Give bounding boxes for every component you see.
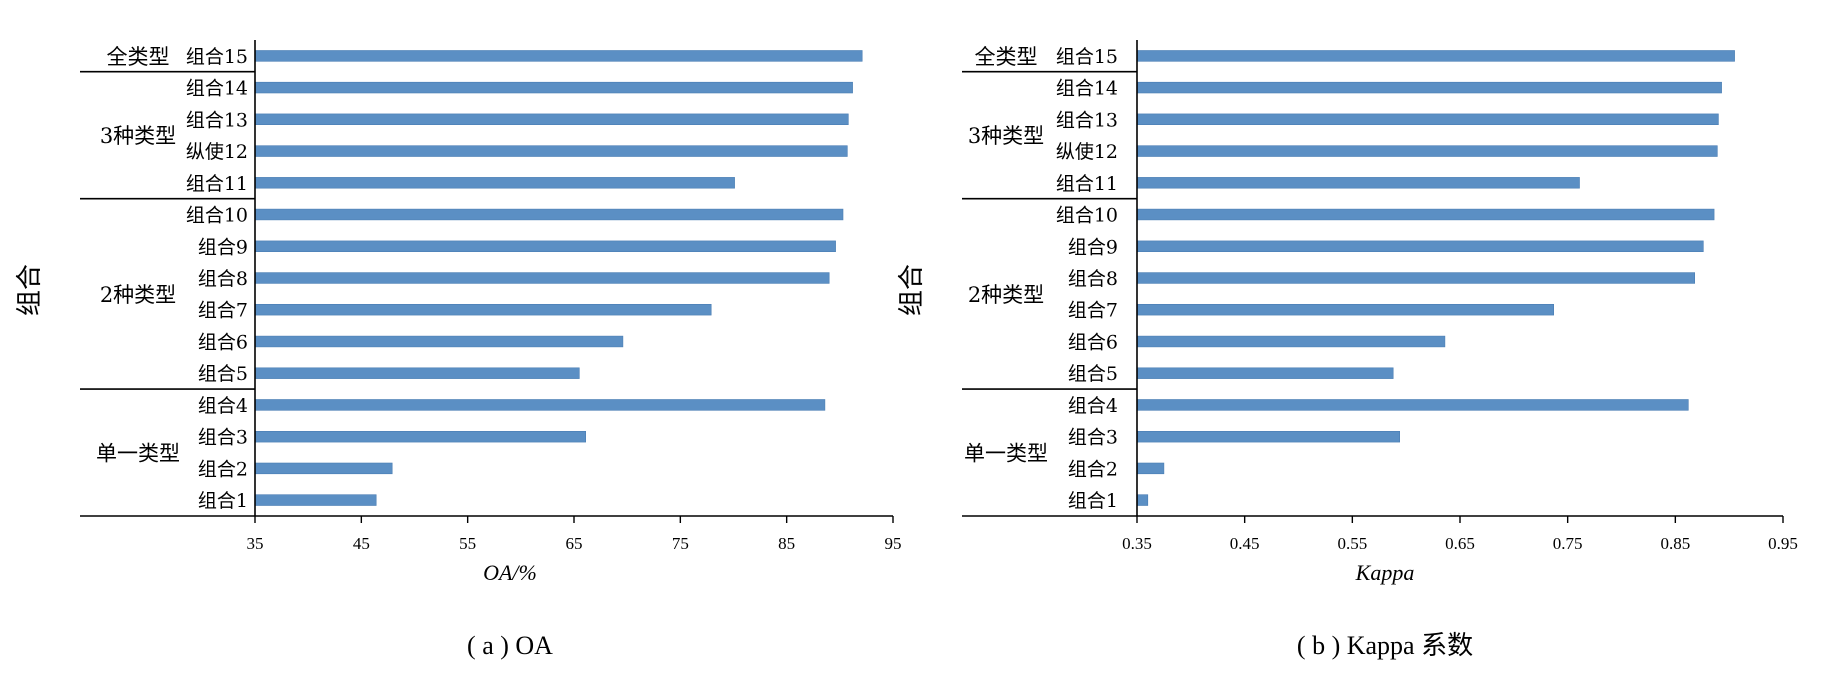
category-label: 组合13 bbox=[186, 109, 248, 131]
bar-4 bbox=[1136, 399, 1689, 411]
bar-5 bbox=[254, 367, 580, 379]
bar-12 bbox=[1136, 145, 1718, 157]
bar-11 bbox=[254, 177, 735, 189]
x-tick-label: 0.95 bbox=[1768, 534, 1798, 553]
x-axis-title: Kappa bbox=[1355, 560, 1415, 585]
category-label: 组合6 bbox=[1068, 332, 1118, 354]
group-label: 2种类型 bbox=[100, 283, 176, 307]
bar-1 bbox=[1136, 494, 1149, 506]
bar-6 bbox=[1136, 335, 1446, 348]
bar-8 bbox=[254, 272, 830, 284]
bar-14 bbox=[254, 81, 853, 94]
bar-14 bbox=[1136, 81, 1722, 94]
bar-3 bbox=[254, 430, 587, 443]
category-label: 组合3 bbox=[1068, 427, 1118, 449]
bar-12 bbox=[254, 145, 848, 157]
category-label: 组合11 bbox=[1056, 173, 1118, 195]
x-tick-label: 35 bbox=[247, 534, 264, 553]
category-label: 组合5 bbox=[198, 363, 248, 385]
category-label: 组合1 bbox=[1068, 490, 1118, 512]
x-tick-label: 0.45 bbox=[1230, 534, 1260, 553]
category-label: 组合8 bbox=[198, 268, 248, 290]
bar-7 bbox=[1136, 303, 1555, 316]
bar-3 bbox=[1136, 430, 1401, 443]
x-tick-label: 75 bbox=[672, 534, 689, 553]
bar-10 bbox=[1136, 208, 1715, 221]
category-label: 组合2 bbox=[198, 458, 248, 480]
x-tick-label: 0.85 bbox=[1660, 534, 1690, 553]
category-label: 组合6 bbox=[198, 332, 248, 354]
category-label: 组合2 bbox=[1068, 458, 1118, 480]
category-label: 组合5 bbox=[1068, 363, 1118, 385]
y-axis-title: 组合 bbox=[897, 264, 927, 316]
bar-2 bbox=[254, 462, 393, 475]
bar-9 bbox=[254, 240, 836, 252]
category-label: 组合9 bbox=[1068, 236, 1118, 258]
group-label: 全类型 bbox=[975, 45, 1038, 69]
group-label: 3种类型 bbox=[968, 124, 1044, 148]
category-label: 组合15 bbox=[186, 46, 248, 68]
x-axis-title: OA/% bbox=[483, 560, 537, 585]
category-label: 组合4 bbox=[1068, 395, 1118, 417]
x-tick-label: 85 bbox=[778, 534, 795, 553]
category-label: 组合9 bbox=[198, 236, 248, 258]
bar-13 bbox=[254, 113, 849, 126]
category-label: 组合7 bbox=[198, 300, 248, 322]
bar-15 bbox=[254, 50, 863, 62]
y-axis-title: 组合 bbox=[15, 264, 45, 316]
x-tick-label: 95 bbox=[885, 534, 902, 553]
bar-9 bbox=[1136, 240, 1704, 252]
bar-13 bbox=[1136, 113, 1719, 126]
category-label: 组合7 bbox=[1068, 300, 1118, 322]
x-tick-label: 55 bbox=[459, 534, 476, 553]
group-label: 单一类型 bbox=[96, 442, 180, 466]
category-label: 组合14 bbox=[186, 78, 248, 100]
panel-caption: ( a ) OA bbox=[467, 631, 553, 660]
panel-caption: ( b ) Kappa 系数 bbox=[1297, 631, 1473, 660]
bar-8 bbox=[1136, 272, 1696, 284]
category-label: 组合8 bbox=[1068, 268, 1118, 290]
bar-1 bbox=[254, 494, 377, 506]
category-label: 纵使12 bbox=[1056, 141, 1118, 163]
x-tick-label: 65 bbox=[566, 534, 583, 553]
group-label: 全类型 bbox=[107, 45, 170, 69]
category-label: 组合14 bbox=[1056, 78, 1118, 100]
bar-2 bbox=[1136, 462, 1165, 475]
x-tick-label: 0.55 bbox=[1337, 534, 1367, 553]
panel-oa: 组合1 组合2 组合3 组合4 组合5 组合6 组合7 组合8 组合9 组合10 组合11 纵使12 组… bbox=[15, 40, 902, 660]
category-label: 组合10 bbox=[186, 205, 248, 227]
category-label: 组合11 bbox=[186, 173, 248, 195]
category-label: 组合4 bbox=[198, 395, 248, 417]
category-label: 组合1 bbox=[198, 490, 248, 512]
category-label: 纵使12 bbox=[186, 141, 248, 163]
bar-15 bbox=[1136, 50, 1735, 62]
bar-6 bbox=[254, 335, 624, 348]
bar-11 bbox=[1136, 177, 1580, 189]
category-label: 组合15 bbox=[1056, 46, 1118, 68]
panel-kappa: 组合1 组合2 组合3 组合4 组合5 组合6 组合7 组合8 组合9 组合10 组合11 纵使12 组… bbox=[897, 40, 1798, 660]
bar-7 bbox=[254, 303, 712, 316]
bar-5 bbox=[1136, 367, 1394, 379]
group-label: 2种类型 bbox=[968, 283, 1044, 307]
group-label: 3种类型 bbox=[100, 124, 176, 148]
category-label: 组合13 bbox=[1056, 109, 1118, 131]
x-tick-label: 0.35 bbox=[1122, 534, 1152, 553]
x-tick-label: 45 bbox=[353, 534, 370, 553]
x-tick-label: 0.65 bbox=[1445, 534, 1475, 553]
bar-4 bbox=[254, 399, 826, 411]
x-tick-label: 0.75 bbox=[1553, 534, 1583, 553]
category-label: 组合10 bbox=[1056, 205, 1118, 227]
group-label: 单一类型 bbox=[964, 442, 1048, 466]
category-label: 组合3 bbox=[198, 427, 248, 449]
bar-10 bbox=[254, 208, 844, 221]
